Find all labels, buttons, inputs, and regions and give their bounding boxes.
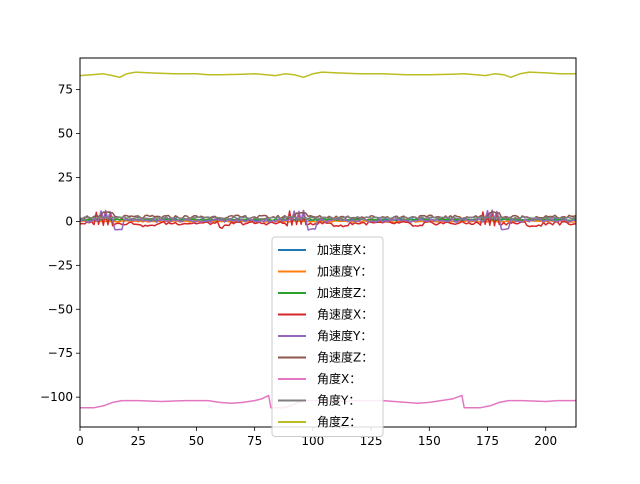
legend-label-2: 加速度Z： [317,285,373,300]
legend-label-1: 加速度Y： [317,264,372,279]
y-tick-label-1: −75 [48,346,73,360]
x-tick-label-0: 0 [76,434,84,448]
y-tick-label-2: −50 [48,302,73,316]
legend-box [271,236,384,437]
series-line-8 [79,71,576,79]
x-tick-label-7: 175 [476,434,499,448]
y-tick-label-7: 75 [58,83,73,97]
x-tick-label-4: 100 [301,434,324,448]
legend-label-6: 角度X： [317,371,361,386]
series-line-5 [79,211,577,220]
x-tick-label-2: 50 [189,434,204,448]
legend: 加速度X： 加速度Y： 加速度Z： 角速度X： 角速度Y： 角速度Z： 角度X： 角度Y： 角度… [271,236,384,437]
legend-label-8: 角度Z： [317,414,361,429]
legend-label-3: 角速度X： [317,307,373,322]
legend-label-4: 角速度Y： [317,328,372,343]
series-line-7 [80,216,577,220]
x-tick-label-1: 25 [131,434,146,448]
x-tick-label-3: 75 [247,434,262,448]
y-axis: −100 −75 −50 −25 0 25 50 75 [40,83,80,404]
series-line-4 [79,209,577,231]
x-tick-label-8: 200 [534,434,557,448]
y-tick-label-0: −100 [40,390,73,404]
legend-label-7: 角度Y： [317,393,360,408]
y-tick-label-4: 0 [65,214,73,228]
y-tick-label-5: 25 [58,170,73,184]
y-tick-label-6: 50 [58,127,73,141]
legend-label-5: 角速度Z： [317,350,373,365]
legend-label-0: 加速度X： [317,242,373,257]
x-tick-label-5: 125 [360,434,383,448]
y-tick-label-3: −25 [48,258,73,272]
x-tick-label-6: 150 [418,434,441,448]
series-group [79,71,577,409]
